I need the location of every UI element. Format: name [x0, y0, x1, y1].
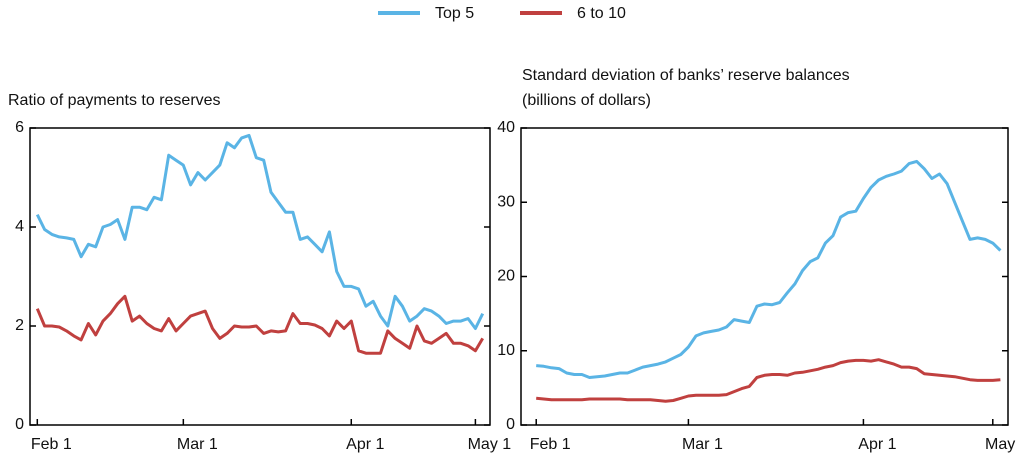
y-tick-label: 0	[15, 416, 24, 433]
chart-title: Standard deviation of banks’ reserve bal…	[522, 67, 850, 84]
x-tick-label: Apr 1	[858, 436, 896, 453]
y-tick-label: 30	[497, 193, 515, 210]
x-tick-label: Feb 1	[530, 436, 571, 453]
chart-title: Ratio of payments to reserves	[8, 92, 221, 109]
legend-label: Top 5	[435, 5, 474, 22]
series-line	[35, 133, 485, 330]
legend-label: 6 to 10	[577, 5, 626, 22]
y-tick-label: 40	[497, 119, 515, 136]
y-tick-label: 10	[497, 342, 515, 359]
x-tick-label: May 1	[985, 436, 1019, 453]
plot-frame	[29, 127, 491, 426]
plot-frame	[520, 127, 1009, 426]
y-tick-label: 2	[15, 317, 24, 334]
y-tick-label: 0	[506, 416, 515, 433]
x-tick-label: Apr 1	[346, 436, 384, 453]
series-line	[536, 358, 1001, 403]
y-tick-label: 20	[497, 268, 515, 285]
chart-subtitle: (billions of dollars)	[522, 92, 651, 109]
x-tick-label: Mar 1	[177, 436, 218, 453]
y-tick-label: 4	[15, 218, 24, 235]
series-line	[536, 159, 1002, 379]
y-tick-label: 6	[15, 119, 24, 136]
series-line	[35, 294, 484, 355]
x-tick-label: Feb 1	[31, 436, 72, 453]
x-tick-label: Mar 1	[682, 436, 723, 453]
x-tick-label: May 1	[468, 436, 512, 453]
